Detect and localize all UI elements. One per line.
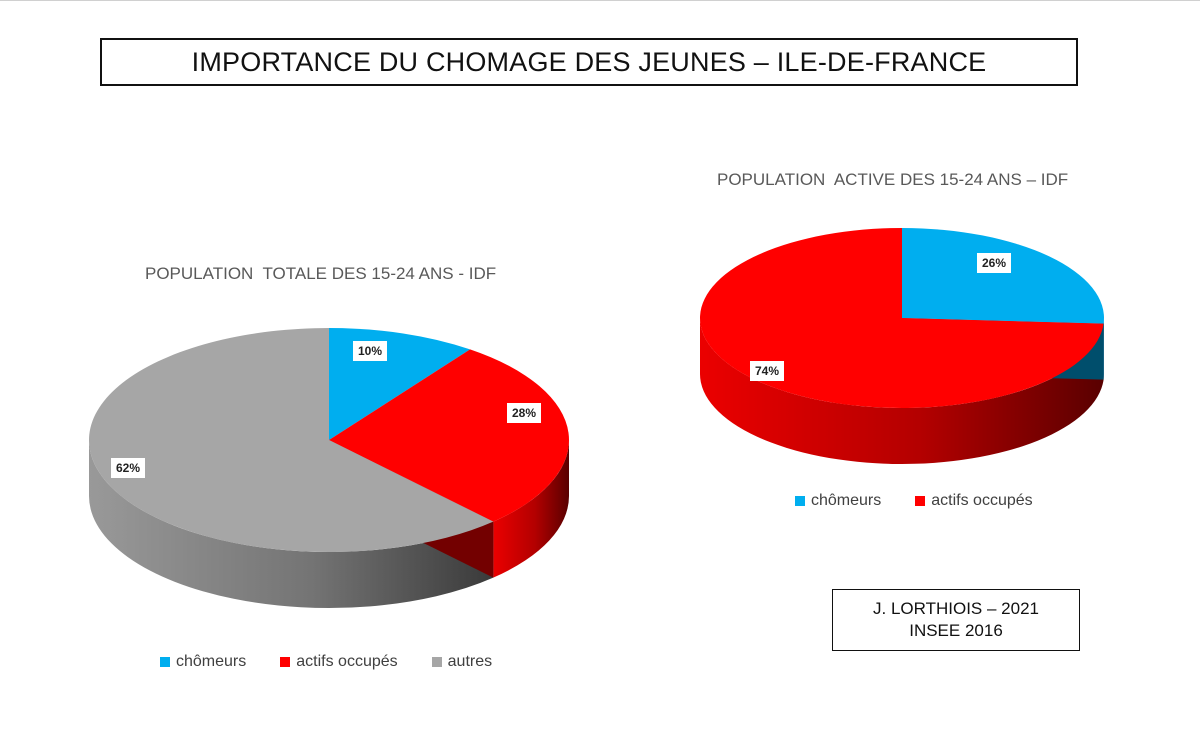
active-slice-actifs-occupés <box>699 228 1104 408</box>
active-slice-chômeurs <box>902 228 1104 324</box>
total-pie: 10% 28% 62% <box>89 328 569 609</box>
legend-active: chômeurs actifs occupés <box>795 492 1067 510</box>
total-slice-autres <box>89 328 494 552</box>
pie-chart-title-total: POPULATION TOTALE DES 15-24 ANS - IDF <box>145 264 497 283</box>
data-label-text: 26% <box>982 256 1006 270</box>
legend-item-chomeurs: chômeurs <box>160 653 246 671</box>
legend-label: autres <box>447 653 493 670</box>
data-label-text: 28% <box>512 406 536 420</box>
legend-swatch <box>280 657 291 667</box>
data-label-box <box>750 361 784 381</box>
legend-item-actifs-occupes: actifs occupés <box>280 653 398 671</box>
credit-author: J. LORTHIOIS – 2021 <box>873 599 1039 618</box>
credit-source: INSEE 2016 <box>909 621 1003 640</box>
active-data-label-1: 74% <box>750 361 784 381</box>
active-pie: 26% 74% <box>699 228 1104 464</box>
total-slice-side-1 <box>493 440 569 578</box>
active-data-label-0: 26% <box>977 253 1011 273</box>
data-label-box <box>507 403 541 423</box>
credit-box: J. LORTHIOIS – 2021 INSEE 2016 <box>832 589 1080 651</box>
total-data-label-2: 62% <box>111 458 145 478</box>
total-data-label-0: 10% <box>353 341 387 361</box>
top-divider <box>0 0 1200 1</box>
data-label-box <box>977 253 1011 273</box>
data-label-box <box>353 341 387 361</box>
legend-total: chômeurs actifs occupés autres <box>160 653 526 671</box>
data-label-text: 10% <box>358 344 382 358</box>
data-label-box <box>111 458 145 478</box>
legend-swatch <box>160 657 170 667</box>
legend-label: chômeurs <box>176 653 247 670</box>
page-title: IMPORTANCE DU CHOMAGE DES JEUNES – ILE-D… <box>100 38 1078 86</box>
legend-item-chomeurs: chômeurs <box>795 492 881 510</box>
pie-chart-title-active: POPULATION ACTIVE DES 15-24 ANS – IDF <box>717 170 1069 189</box>
total-data-label-1: 28% <box>507 403 541 423</box>
total-slice-actifs-occupés <box>329 349 569 522</box>
legend-label: chômeurs <box>811 492 882 509</box>
legend-swatch <box>795 496 805 506</box>
legend-label: actifs occupés <box>931 492 1033 509</box>
legend-swatch <box>915 496 926 506</box>
legend-item-actifs-occupes: actifs occupés <box>915 492 1033 510</box>
data-label-text: 62% <box>116 461 140 475</box>
active-slice-side-1 <box>700 318 1104 464</box>
legend-label: actifs occupés <box>296 653 398 670</box>
legend-item-autres: autres <box>431 653 493 671</box>
total-slice-side-2 <box>89 440 494 609</box>
legend-swatch <box>431 657 442 667</box>
data-label-text: 74% <box>755 364 779 378</box>
